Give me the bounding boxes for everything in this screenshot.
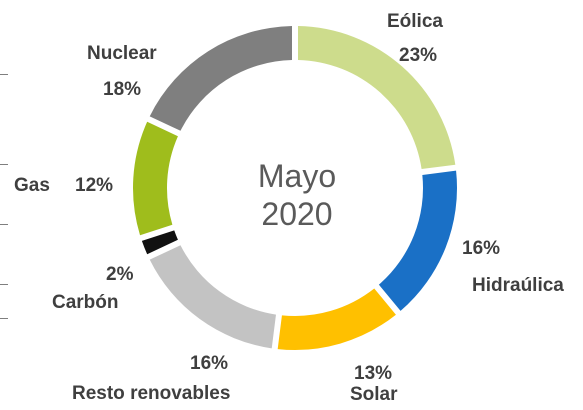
- slice-carbón: [141, 230, 178, 255]
- label-gas-pct: 12%: [75, 175, 114, 196]
- center-title-year: 2020: [261, 195, 333, 232]
- center-title-month: Mayo: [257, 158, 337, 194]
- slice-solar: [277, 288, 396, 350]
- slice-eólica: [297, 26, 456, 169]
- label-carbon-name: Carbón: [52, 292, 119, 313]
- label-gas-name: Gas: [14, 175, 50, 196]
- axis-tick: [0, 164, 8, 165]
- label-nuclear-pct: 18%: [103, 79, 142, 100]
- label-hidraulica-pct: 16%: [462, 238, 501, 259]
- label-carbon-pct: 2%: [106, 264, 134, 285]
- slice-gas: [133, 121, 178, 236]
- axis-tick: [0, 318, 8, 319]
- label-eolica-name: Eólica: [387, 11, 443, 32]
- slice-hidraúlica: [378, 170, 457, 311]
- axis-tick: [0, 74, 8, 75]
- label-solar-name: Solar: [350, 384, 398, 405]
- axis-tick: [0, 284, 8, 285]
- label-eolica-pct: 23%: [399, 45, 438, 66]
- label-nuclear-name: Nuclear: [87, 43, 157, 64]
- label-resto-name: Resto renovables: [72, 383, 231, 404]
- label-resto-pct: 16%: [190, 353, 229, 374]
- label-solar-pct: 13%: [354, 363, 393, 384]
- slice-resto-renovables: [149, 245, 276, 349]
- slice-nuclear: [149, 26, 293, 131]
- center-title: Mayo 2020: [227, 158, 367, 234]
- label-hidraulica-name: Hidraúlica: [472, 275, 564, 296]
- axis-tick: [0, 224, 8, 225]
